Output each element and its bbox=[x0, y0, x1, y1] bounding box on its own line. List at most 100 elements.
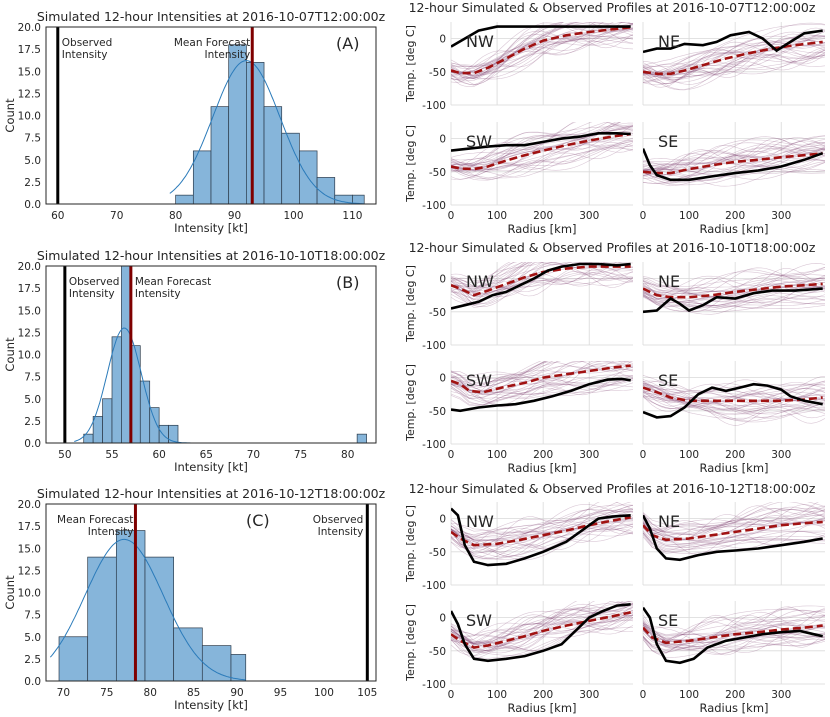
ensemble-member-line bbox=[451, 124, 633, 167]
x-tick-label: 80 bbox=[341, 449, 354, 461]
ensemble-member-line bbox=[643, 171, 825, 186]
ensemble-member-line bbox=[643, 46, 825, 83]
ensemble-member-line bbox=[451, 375, 633, 408]
ensemble-member-line bbox=[643, 396, 825, 419]
y-tick-label: 15.0 bbox=[18, 305, 41, 317]
ensemble-member-line bbox=[451, 525, 633, 558]
ensemble-member-line bbox=[451, 262, 515, 292]
ensemble-member-line bbox=[451, 28, 633, 86]
ensemble-member-line bbox=[451, 22, 633, 73]
observed-profile-line bbox=[451, 603, 631, 663]
x-axis-label: Radius [km] bbox=[507, 222, 576, 236]
ensemble-member-line bbox=[451, 369, 633, 395]
quadrant-panel-nw: NW 0 -50 -100 Temp. [deg C] bbox=[404, 22, 633, 112]
ensemble-member-line bbox=[643, 508, 825, 531]
ensemble-member-line bbox=[643, 141, 825, 177]
quadrant-label: NW bbox=[466, 512, 494, 531]
y-tick-label: 2.5 bbox=[24, 654, 41, 666]
x-tick-label: 200 bbox=[725, 210, 745, 222]
ensemble-member-line bbox=[451, 603, 633, 639]
quadrant-label: SW bbox=[466, 371, 492, 390]
y-tick-label: -100 bbox=[422, 439, 446, 451]
ensemble-member-line bbox=[643, 392, 825, 411]
x-tick-label: 90 bbox=[228, 210, 241, 222]
quadrant-label: NW bbox=[466, 32, 494, 51]
ensemble-member-line bbox=[451, 361, 633, 399]
ensemble-member-line bbox=[451, 502, 632, 532]
ensemble-member-line bbox=[643, 269, 825, 288]
quadrant-panel-sw: SW 0 -50 -100 Temp. [deg C] 0 100 200 300Radius … bbox=[404, 122, 633, 236]
chart-title: Simulated 12-hour Intensities at 2016-10… bbox=[37, 9, 386, 24]
x-tick-label: 80 bbox=[144, 687, 157, 699]
ensemble-member-line bbox=[451, 379, 633, 400]
y-tick-label: 12.5 bbox=[18, 565, 41, 577]
ensemble-member-line bbox=[643, 622, 825, 650]
ensemble-member-line bbox=[451, 362, 633, 395]
ensemble-member-line bbox=[643, 633, 825, 656]
ensemble-member-line bbox=[451, 502, 633, 544]
x-axis-label: Intensity [kt] bbox=[174, 221, 248, 235]
x-tick-label: 75 bbox=[294, 449, 307, 461]
ensemble-member-line bbox=[643, 636, 825, 654]
ensemble-member-line bbox=[643, 502, 819, 535]
mean-forecast-label: Mean Forecast Intensity bbox=[174, 37, 250, 61]
ensemble-member-line bbox=[451, 122, 622, 171]
histogram-bar bbox=[263, 106, 283, 205]
ensemble-member-line bbox=[451, 361, 554, 379]
y-tick-label: -100 bbox=[422, 679, 446, 691]
plot-area bbox=[451, 502, 633, 585]
ensemble-member-line bbox=[643, 391, 825, 410]
x-tick-label: 300 bbox=[579, 210, 599, 222]
ensemble-member-line bbox=[643, 154, 825, 177]
ensemble-member-line bbox=[643, 608, 825, 639]
histogram-bar bbox=[228, 44, 247, 205]
ensemble-member-line bbox=[451, 361, 547, 392]
ensemble-member-line bbox=[643, 53, 825, 86]
ensemble-member-line bbox=[451, 527, 633, 560]
ensemble-member-line bbox=[643, 57, 825, 91]
quadrant-label: SE bbox=[658, 132, 678, 151]
ensemble-member-line bbox=[643, 621, 825, 644]
x-tick-label: 200 bbox=[725, 449, 745, 461]
y-axis-label: Temp. [deg C] bbox=[404, 505, 417, 583]
ensemble-member-line bbox=[451, 361, 561, 384]
ensemble-member-line bbox=[451, 603, 633, 638]
ensemble-member-line bbox=[643, 37, 825, 77]
ensemble-member-line bbox=[451, 139, 633, 171]
ensemble-member-line bbox=[451, 617, 633, 651]
ensemble-member-line bbox=[451, 22, 626, 66]
ensemble-members bbox=[451, 502, 633, 567]
ensemble-member-line bbox=[451, 380, 633, 406]
ensemble-member-line bbox=[643, 382, 825, 394]
ensemble-member-line bbox=[451, 518, 633, 557]
ensemble-member-line bbox=[643, 276, 825, 294]
ensemble-member-line bbox=[451, 601, 633, 643]
ensemble-member-line bbox=[451, 262, 623, 290]
ensemble-member-line bbox=[643, 532, 825, 549]
x-axis-label: Intensity [kt] bbox=[174, 460, 248, 474]
ensemble-member-line bbox=[643, 296, 825, 308]
ensemble-member-line bbox=[451, 510, 633, 552]
ensemble-member-line bbox=[451, 148, 633, 179]
mean-profile-line bbox=[451, 26, 631, 75]
ensemble-member-line bbox=[643, 514, 825, 533]
quadrant-label: SE bbox=[658, 611, 678, 630]
histogram-bar bbox=[111, 336, 122, 444]
observed-profile-line bbox=[451, 262, 631, 310]
observed-profile-line bbox=[451, 132, 631, 152]
profiles-figure-2: 12-hour Simulated & Observed Profiles at… bbox=[404, 240, 825, 475]
ensemble-member-line bbox=[643, 610, 825, 636]
y-tick-label: 5.0 bbox=[24, 155, 41, 167]
ensemble-member-line bbox=[451, 505, 633, 541]
y-tick-label: -50 bbox=[429, 406, 446, 418]
histogram-bar bbox=[352, 194, 365, 205]
ensemble-member-line bbox=[643, 608, 825, 641]
ensemble-member-line bbox=[643, 616, 825, 637]
ensemble-member-line bbox=[643, 267, 825, 292]
x-tick-label: 50 bbox=[58, 449, 71, 461]
histogram-bar bbox=[158, 424, 169, 444]
observed-intensity-label: Observed Intensity bbox=[69, 276, 120, 300]
ensemble-member-line bbox=[643, 278, 825, 298]
mean-forecast-label: Mean Forecast Intensity bbox=[135, 276, 211, 300]
